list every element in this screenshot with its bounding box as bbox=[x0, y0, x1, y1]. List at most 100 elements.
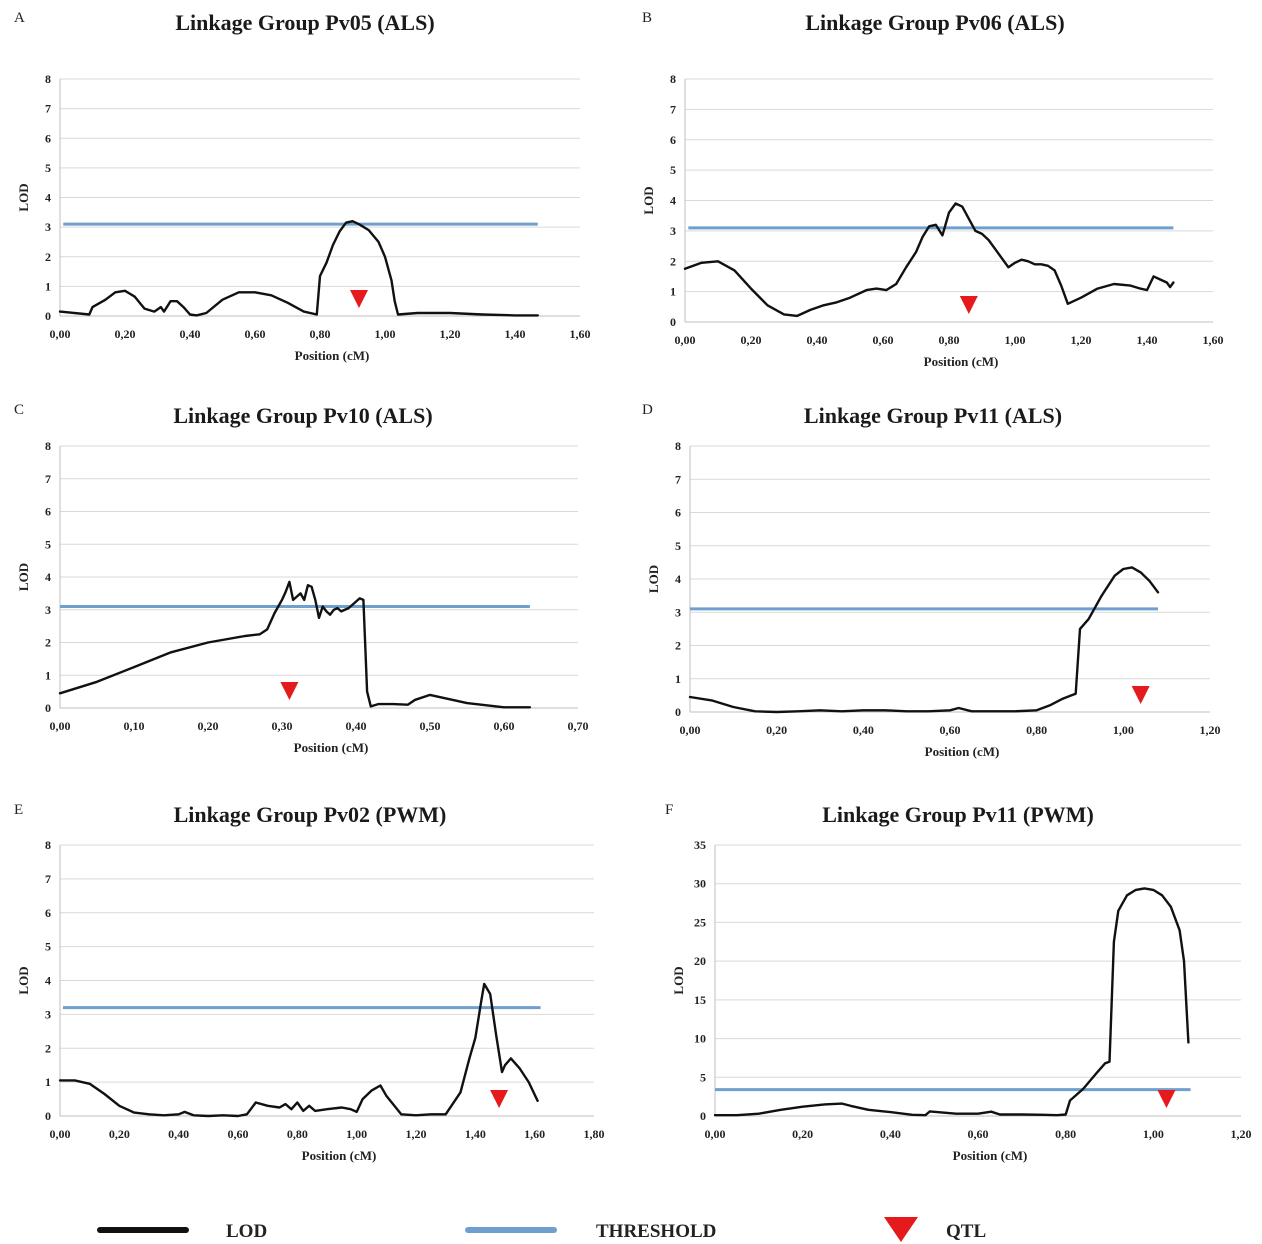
y-tick-label: 5 bbox=[45, 537, 51, 551]
y-tick-label: 6 bbox=[45, 505, 51, 519]
x-tick-label: 0,60 bbox=[968, 1127, 989, 1141]
x-axis-label: Position (cM) bbox=[294, 740, 369, 755]
y-tick-label: 10 bbox=[694, 1032, 706, 1046]
y-tick-label: 8 bbox=[45, 72, 51, 86]
y-axis-label: LOD bbox=[16, 563, 31, 591]
chart-title: Linkage Group Pv11 (PWM) bbox=[822, 802, 1094, 827]
panel-label: B bbox=[642, 10, 652, 26]
x-tick-label: 0,20 bbox=[115, 327, 136, 341]
x-tick-label: 0,00 bbox=[705, 1127, 726, 1141]
x-tick-label: 0,40 bbox=[168, 1127, 189, 1141]
x-tick-label: 1,00 bbox=[1143, 1127, 1164, 1141]
lod-curve bbox=[688, 566, 1160, 714]
x-tick-label: 0,40 bbox=[807, 333, 828, 347]
x-tick-label: 0,30 bbox=[272, 719, 293, 733]
legend-qtl-label: QTL bbox=[946, 1221, 986, 1242]
chart-title: Linkage Group Pv10 (ALS) bbox=[173, 403, 432, 428]
qtl-marker bbox=[280, 682, 299, 700]
legend: LOD THRESHOLD QTL bbox=[97, 1217, 986, 1242]
y-axis-label: LOD bbox=[16, 966, 31, 994]
x-tick-label: 1,40 bbox=[505, 327, 526, 341]
x-tick-label: 0,20 bbox=[792, 1127, 813, 1141]
y-tick-label: 7 bbox=[675, 472, 681, 486]
y-tick-label: 2 bbox=[45, 636, 51, 650]
y-tick-label: 15 bbox=[694, 993, 706, 1007]
x-tick-label: 1,20 bbox=[1071, 333, 1092, 347]
chart-panel-f: F Linkage Group Pv11 (PWM) 0 5 10 15 20 25 30 35 0… bbox=[665, 802, 1252, 1163]
y-tick-label: 0 bbox=[45, 701, 51, 715]
x-tick-label: 0,10 bbox=[124, 719, 145, 733]
y-tick-label: 6 bbox=[45, 906, 51, 920]
qtl-marker bbox=[1131, 686, 1150, 704]
chart-panel-e: E Linkage Group Pv02 (PWM) 0 1 2 3 4 5 6 7 8 0,00 0,… bbox=[14, 802, 605, 1163]
legend-threshold-label: THRESHOLD bbox=[596, 1221, 716, 1242]
panel-label: C bbox=[14, 402, 24, 418]
x-axis-label: Position (cM) bbox=[295, 348, 370, 363]
x-tick-label: 1,00 bbox=[1005, 333, 1026, 347]
x-tick-label: 0,00 bbox=[680, 723, 701, 737]
y-tick-label: 35 bbox=[694, 838, 706, 852]
y-tick-label: 3 bbox=[675, 605, 681, 619]
x-tick-label: 0,60 bbox=[245, 327, 266, 341]
legend-qtl-swatch bbox=[884, 1217, 918, 1242]
y-tick-label: 3 bbox=[670, 224, 676, 238]
y-tick-label: 2 bbox=[670, 254, 676, 268]
y-tick-label: 0 bbox=[675, 705, 681, 719]
y-tick-label: 0 bbox=[700, 1109, 706, 1123]
x-tick-label: 0,80 bbox=[1055, 1127, 1076, 1141]
y-tick-label: 3 bbox=[45, 603, 51, 617]
y-tick-label: 4 bbox=[45, 974, 51, 988]
x-axis-label: Position (cM) bbox=[925, 744, 1000, 759]
y-tick-label: 1 bbox=[45, 1075, 51, 1089]
y-tick-label: 4 bbox=[45, 570, 51, 584]
y-tick-label: 0 bbox=[670, 315, 676, 329]
y-tick-label: 30 bbox=[694, 877, 706, 891]
x-tick-label: 0,00 bbox=[50, 1127, 71, 1141]
chart-panel-b: B Linkage Group Pv06 (ALS) 0 1 2 3 4 5 6 7 8 0,00 0,… bbox=[641, 10, 1224, 369]
y-tick-label: 1 bbox=[45, 279, 51, 293]
x-tick-label: 0,20 bbox=[109, 1127, 130, 1141]
qtl-marker bbox=[1157, 1090, 1176, 1108]
x-axis-label: Position (cM) bbox=[953, 1148, 1028, 1163]
qtl-marker bbox=[959, 296, 978, 314]
y-tick-label: 7 bbox=[670, 102, 676, 116]
qtl-marker bbox=[350, 290, 368, 308]
y-tick-label: 6 bbox=[675, 506, 681, 520]
panel-label: D bbox=[642, 402, 653, 418]
x-tick-label: 1,20 bbox=[406, 1127, 427, 1141]
y-tick-label: 2 bbox=[45, 1041, 51, 1055]
x-tick-label: 0,00 bbox=[675, 333, 696, 347]
y-tick-label: 5 bbox=[670, 163, 676, 177]
panel-label: A bbox=[14, 10, 25, 26]
panel-label: F bbox=[665, 802, 673, 818]
qtl-marker bbox=[490, 1090, 509, 1108]
y-tick-label: 2 bbox=[45, 250, 51, 264]
x-tick-label: 0,40 bbox=[346, 719, 367, 733]
y-tick-label: 8 bbox=[45, 838, 51, 852]
y-tick-label: 20 bbox=[694, 954, 706, 968]
lod-curve bbox=[713, 887, 1190, 1117]
x-tick-label: 0,70 bbox=[568, 719, 589, 733]
y-tick-label: 6 bbox=[670, 133, 676, 147]
y-tick-label: 5 bbox=[45, 940, 51, 954]
x-tick-label: 0,40 bbox=[853, 723, 874, 737]
x-tick-label: 0,60 bbox=[940, 723, 961, 737]
x-tick-label: 0,40 bbox=[880, 1127, 901, 1141]
y-tick-label: 1 bbox=[45, 668, 51, 682]
x-tick-label: 0,80 bbox=[939, 333, 960, 347]
y-tick-label: 3 bbox=[45, 220, 51, 234]
y-axis-label: LOD bbox=[646, 565, 661, 593]
x-tick-label: 1,20 bbox=[1200, 723, 1221, 737]
x-tick-label: 1,40 bbox=[465, 1127, 486, 1141]
x-tick-label: 0,80 bbox=[310, 327, 331, 341]
chart-title: Linkage Group Pv02 (PWM) bbox=[174, 802, 447, 827]
y-tick-label: 6 bbox=[45, 131, 51, 145]
x-tick-label: 0,50 bbox=[420, 719, 441, 733]
x-tick-label: 0,80 bbox=[1026, 723, 1047, 737]
chart-title: Linkage Group Pv11 (ALS) bbox=[804, 403, 1062, 428]
y-tick-label: 1 bbox=[675, 672, 681, 686]
y-tick-label: 0 bbox=[45, 1109, 51, 1123]
x-axis-label: Position (cM) bbox=[302, 1148, 377, 1163]
x-tick-label: 0,20 bbox=[741, 333, 762, 347]
x-tick-label: 1,60 bbox=[1203, 333, 1224, 347]
